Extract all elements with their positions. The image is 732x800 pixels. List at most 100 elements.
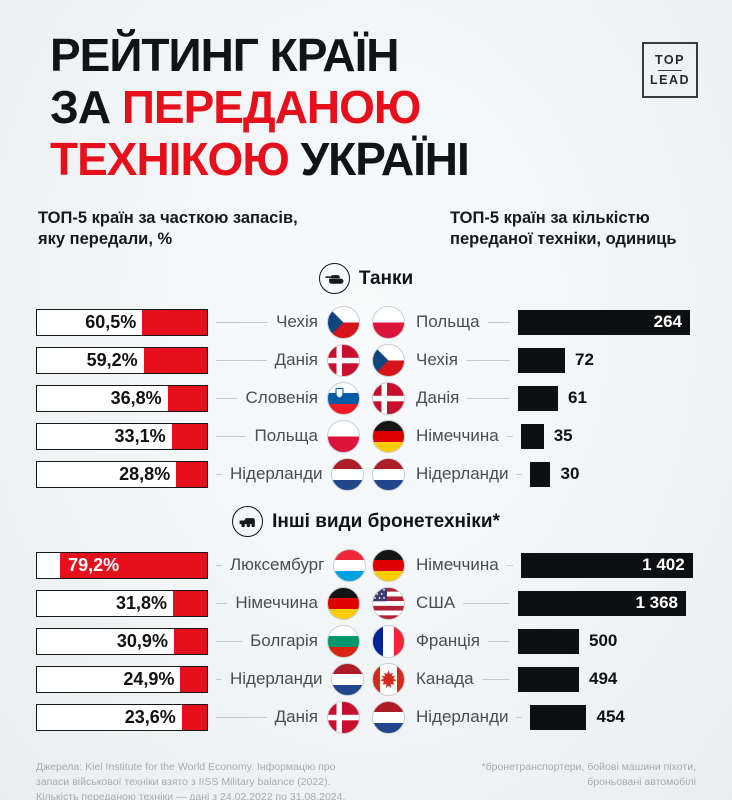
value-label: 79,2% [68, 554, 120, 575]
units-bar-row: Чехія 72 [372, 341, 696, 379]
share-bar-empty: 28,8% [37, 462, 176, 487]
share-bar-fill [176, 461, 207, 487]
units-bar-row: Нідерланди 30 [372, 455, 696, 493]
share-bar-fill [172, 590, 207, 616]
units-bar-zone: 494 [518, 666, 696, 692]
country-label: Болгарія [250, 631, 318, 651]
value-label: 24,9% [123, 668, 175, 689]
connector-line [467, 397, 510, 399]
connector-line [465, 359, 510, 361]
units-bar-zone: 30 [530, 461, 708, 487]
section-armored-header: Інші види бронетехніки* [36, 506, 696, 538]
units-bar-row: США 1 368 [372, 584, 696, 622]
share-bar-fill [180, 666, 207, 692]
title-line1: РЕЙТИНГ КРАЇН [50, 29, 400, 81]
flag-icon [331, 457, 365, 491]
units-bar [530, 704, 587, 730]
share-bar-row: 33,1% Польща [36, 417, 360, 455]
share-bar: 79,2% [36, 551, 208, 579]
flag-icon [372, 586, 405, 620]
share-bar-empty: 24,9% [37, 667, 180, 692]
flag-icon [372, 457, 405, 491]
flag-icon [327, 624, 360, 658]
flag-icon [333, 548, 367, 582]
value-label: 30,9% [116, 630, 168, 651]
country-label: Німеччина [416, 426, 499, 446]
units-bar-row: Німеччина 35 [372, 417, 696, 455]
units-bar-zone: 454 [530, 704, 708, 730]
flag-icon [327, 381, 360, 415]
value-label: 59,2% [86, 349, 138, 370]
share-bar-row: 23,6% Данія [36, 698, 360, 736]
armored-units-list: Німеччина 1 402 США 1 368 Франція 500 Ка… [372, 546, 696, 736]
value-label: 494 [589, 669, 618, 689]
country-label: Польща [254, 426, 318, 446]
flag-icon [372, 343, 405, 377]
value-label: 31,8% [115, 592, 167, 613]
title-line3-black: УКРАЇНІ [300, 132, 470, 185]
units-bar-row: Нідерланди 454 [372, 698, 696, 736]
page-title: РЕЙТИНГ КРАЇН ЗА ПЕРЕДАНОЮ ТЕХНІКОЮ УКРА… [50, 29, 696, 186]
asterisk-note: *бронетранспортери, бойові машини піхоти… [481, 761, 696, 788]
country-label: Франція [416, 631, 480, 651]
value-label: 61 [568, 388, 587, 408]
units-bar-row: Данія 61 [372, 379, 696, 417]
country-label: Словенія [245, 388, 318, 408]
units-bar: 1 402 [520, 552, 693, 578]
section-title: Інші види бронетехніки* [272, 510, 500, 532]
share-bar: 31,8% [36, 589, 208, 617]
connector-line [516, 716, 523, 718]
value-label: 35 [553, 426, 573, 446]
value-label: 36,8% [110, 387, 162, 408]
value-label: 1 402 [642, 555, 685, 575]
share-bar-row: 79,2% Люксембург [36, 546, 367, 584]
value-label: 60,5% [85, 311, 137, 332]
title-line3-red: ТЕХНІКОЮ [50, 132, 301, 185]
share-bar-fill [167, 385, 207, 411]
units-bar-zone: 264 [518, 309, 696, 335]
share-bar: 28,8% [36, 460, 208, 488]
value-label: 264 [653, 312, 682, 332]
flag-icon [331, 662, 365, 696]
connector-line [216, 473, 222, 475]
right-column-heading: ТОП-5 країн за кількістю переданої техні… [450, 208, 677, 249]
units-bar-row: Франція 500 [372, 622, 696, 660]
share-bar-empty [37, 553, 60, 578]
units-bar-zone: 500 [518, 628, 696, 654]
logo-bottom-text: LEAD [649, 73, 691, 87]
apc-icon [232, 506, 264, 538]
country-label: Німеччина [235, 593, 318, 613]
value-label: 72 [575, 350, 594, 370]
units-bar [530, 461, 551, 487]
value-label: 23,6% [124, 706, 176, 727]
country-label: Данія [274, 707, 318, 727]
country-label: Нідерланди [416, 464, 509, 484]
tanks-units-list: Польща 264 Чехія 72 Данія 61 Німеччина 3… [372, 303, 696, 493]
connector-line [487, 321, 510, 323]
connector-line [216, 678, 222, 680]
units-bar-zone: 1 368 [518, 590, 696, 616]
armored-share-list: 79,2% Люксембург 31,8% Німеччина 30,9% Б… [36, 546, 367, 736]
units-bar: 1 368 [518, 590, 686, 616]
flag-icon [372, 700, 405, 734]
sources-text: Джерела: Kiel Institute for the World Ec… [36, 761, 346, 800]
section-tanks-header: Танки [36, 263, 696, 295]
logo-top-text: TOP [655, 53, 685, 67]
connector-line [216, 564, 222, 566]
country-label: Німеччина [416, 555, 499, 575]
flag-icon [327, 586, 360, 620]
units-bar [518, 628, 579, 654]
share-bar: 23,6% [36, 703, 208, 731]
connector-line [216, 716, 267, 718]
units-bar [518, 385, 558, 411]
connector-line [216, 640, 243, 642]
flag-icon [372, 624, 405, 658]
connector-line [216, 435, 247, 437]
share-bar-empty: 31,8% [37, 591, 173, 616]
units-bar [518, 347, 565, 373]
country-label: Чехія [276, 312, 318, 332]
units-bar-zone: 35 [520, 423, 699, 449]
units-bar-row: Канада 494 [372, 660, 696, 698]
share-bar-row: 31,8% Німеччина [36, 584, 360, 622]
